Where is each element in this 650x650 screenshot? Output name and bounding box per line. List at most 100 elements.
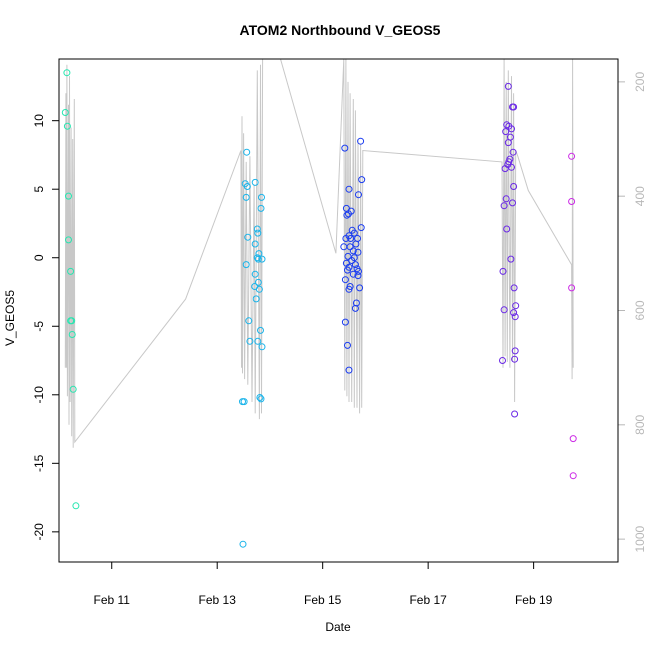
data-point	[355, 191, 362, 199]
data-point	[345, 285, 353, 293]
data-point	[254, 337, 262, 345]
data-point	[511, 313, 519, 321]
data-point	[511, 355, 519, 363]
data-point	[499, 357, 506, 364]
x-axis-title: Date	[325, 620, 351, 634]
data-point	[568, 152, 576, 160]
right-tick-label: 200	[633, 72, 647, 92]
data-point	[243, 148, 251, 156]
data-point	[510, 183, 518, 190]
data-point	[251, 270, 259, 278]
x-tick-label: Feb 17	[409, 593, 447, 607]
data-point	[344, 341, 351, 349]
data-point	[351, 261, 359, 269]
data-point	[340, 243, 348, 251]
data-point	[242, 193, 250, 201]
data-point	[352, 240, 360, 248]
data-point	[358, 176, 366, 184]
data-point	[244, 233, 252, 241]
y-tick-label: -5	[32, 321, 46, 332]
data-point	[509, 199, 516, 207]
data-point	[252, 295, 260, 303]
data-point	[246, 337, 254, 345]
data-point	[68, 331, 76, 338]
y-tick-label: -10	[32, 386, 46, 404]
data-point	[245, 317, 253, 325]
axes-layer: Feb 11 Feb 13 Feb 15 Feb 17 Feb 19 -20 -15 -10 -…	[32, 72, 647, 607]
data-point	[357, 224, 365, 232]
data-point	[502, 195, 510, 203]
data-point	[568, 284, 576, 292]
data-point	[242, 261, 250, 269]
right-tick-label: 1000	[633, 525, 647, 552]
data-point	[72, 502, 80, 510]
data-point	[342, 235, 350, 242]
data-point	[345, 210, 352, 218]
data-point	[345, 366, 353, 374]
x-tick-label: Feb 15	[304, 593, 342, 607]
data-point	[348, 257, 356, 264]
y-tick-label: 5	[32, 186, 46, 193]
data-point	[356, 284, 364, 292]
data-point	[569, 435, 577, 443]
data-point	[254, 278, 262, 286]
data-point	[61, 109, 69, 116]
y-tick-label: 0	[32, 254, 46, 261]
data-point	[503, 225, 511, 233]
data-point	[344, 252, 352, 260]
data-point	[349, 270, 357, 278]
data-point	[569, 472, 577, 480]
data-point	[68, 317, 76, 325]
data-point	[258, 193, 265, 201]
data-point	[69, 385, 77, 393]
y-tick-label: 10	[32, 114, 46, 128]
data-point	[347, 235, 355, 242]
data-point	[63, 122, 71, 130]
data-point	[257, 204, 265, 212]
data-point	[341, 318, 349, 326]
data-point	[63, 69, 71, 77]
data-point	[508, 125, 515, 133]
data-point	[508, 163, 515, 171]
x-tick-label: Feb 19	[515, 593, 553, 607]
data-point	[257, 395, 265, 403]
data-point	[239, 540, 247, 548]
x-tick-label: Feb 13	[199, 593, 237, 607]
x-tick-label: Feb 11	[94, 593, 131, 607]
data-point	[258, 255, 266, 263]
y-axis-title: V_GEOS5	[3, 290, 17, 346]
data-point	[512, 302, 520, 310]
plot-frame	[58, 58, 619, 563]
right-tick-label: 800	[633, 414, 647, 434]
data-point	[253, 225, 261, 233]
data-point	[251, 178, 259, 186]
data-points-layer	[61, 69, 577, 548]
data-point	[354, 272, 362, 280]
data-point	[343, 211, 351, 219]
data-point	[507, 255, 515, 263]
data-point	[65, 236, 72, 244]
right-tick-label: 600	[633, 300, 647, 320]
data-point	[511, 347, 519, 355]
data-point	[251, 240, 259, 248]
data-point	[67, 267, 75, 275]
data-point	[355, 267, 362, 275]
data-point	[255, 285, 263, 293]
data-point	[357, 137, 365, 145]
data-point	[511, 410, 519, 418]
pressure-trace-line	[64, 59, 574, 448]
data-point	[502, 128, 510, 136]
data-point	[254, 229, 262, 237]
data-point	[568, 198, 576, 205]
data-point	[510, 103, 518, 111]
data-point	[253, 254, 261, 262]
data-point	[499, 267, 507, 275]
data-point	[510, 284, 518, 292]
data-point	[500, 306, 508, 314]
data-point	[504, 82, 512, 90]
data-point	[256, 394, 264, 401]
y-tick-label: -15	[32, 454, 46, 472]
data-point	[500, 202, 508, 210]
pressure-trace-layer	[64, 59, 574, 448]
